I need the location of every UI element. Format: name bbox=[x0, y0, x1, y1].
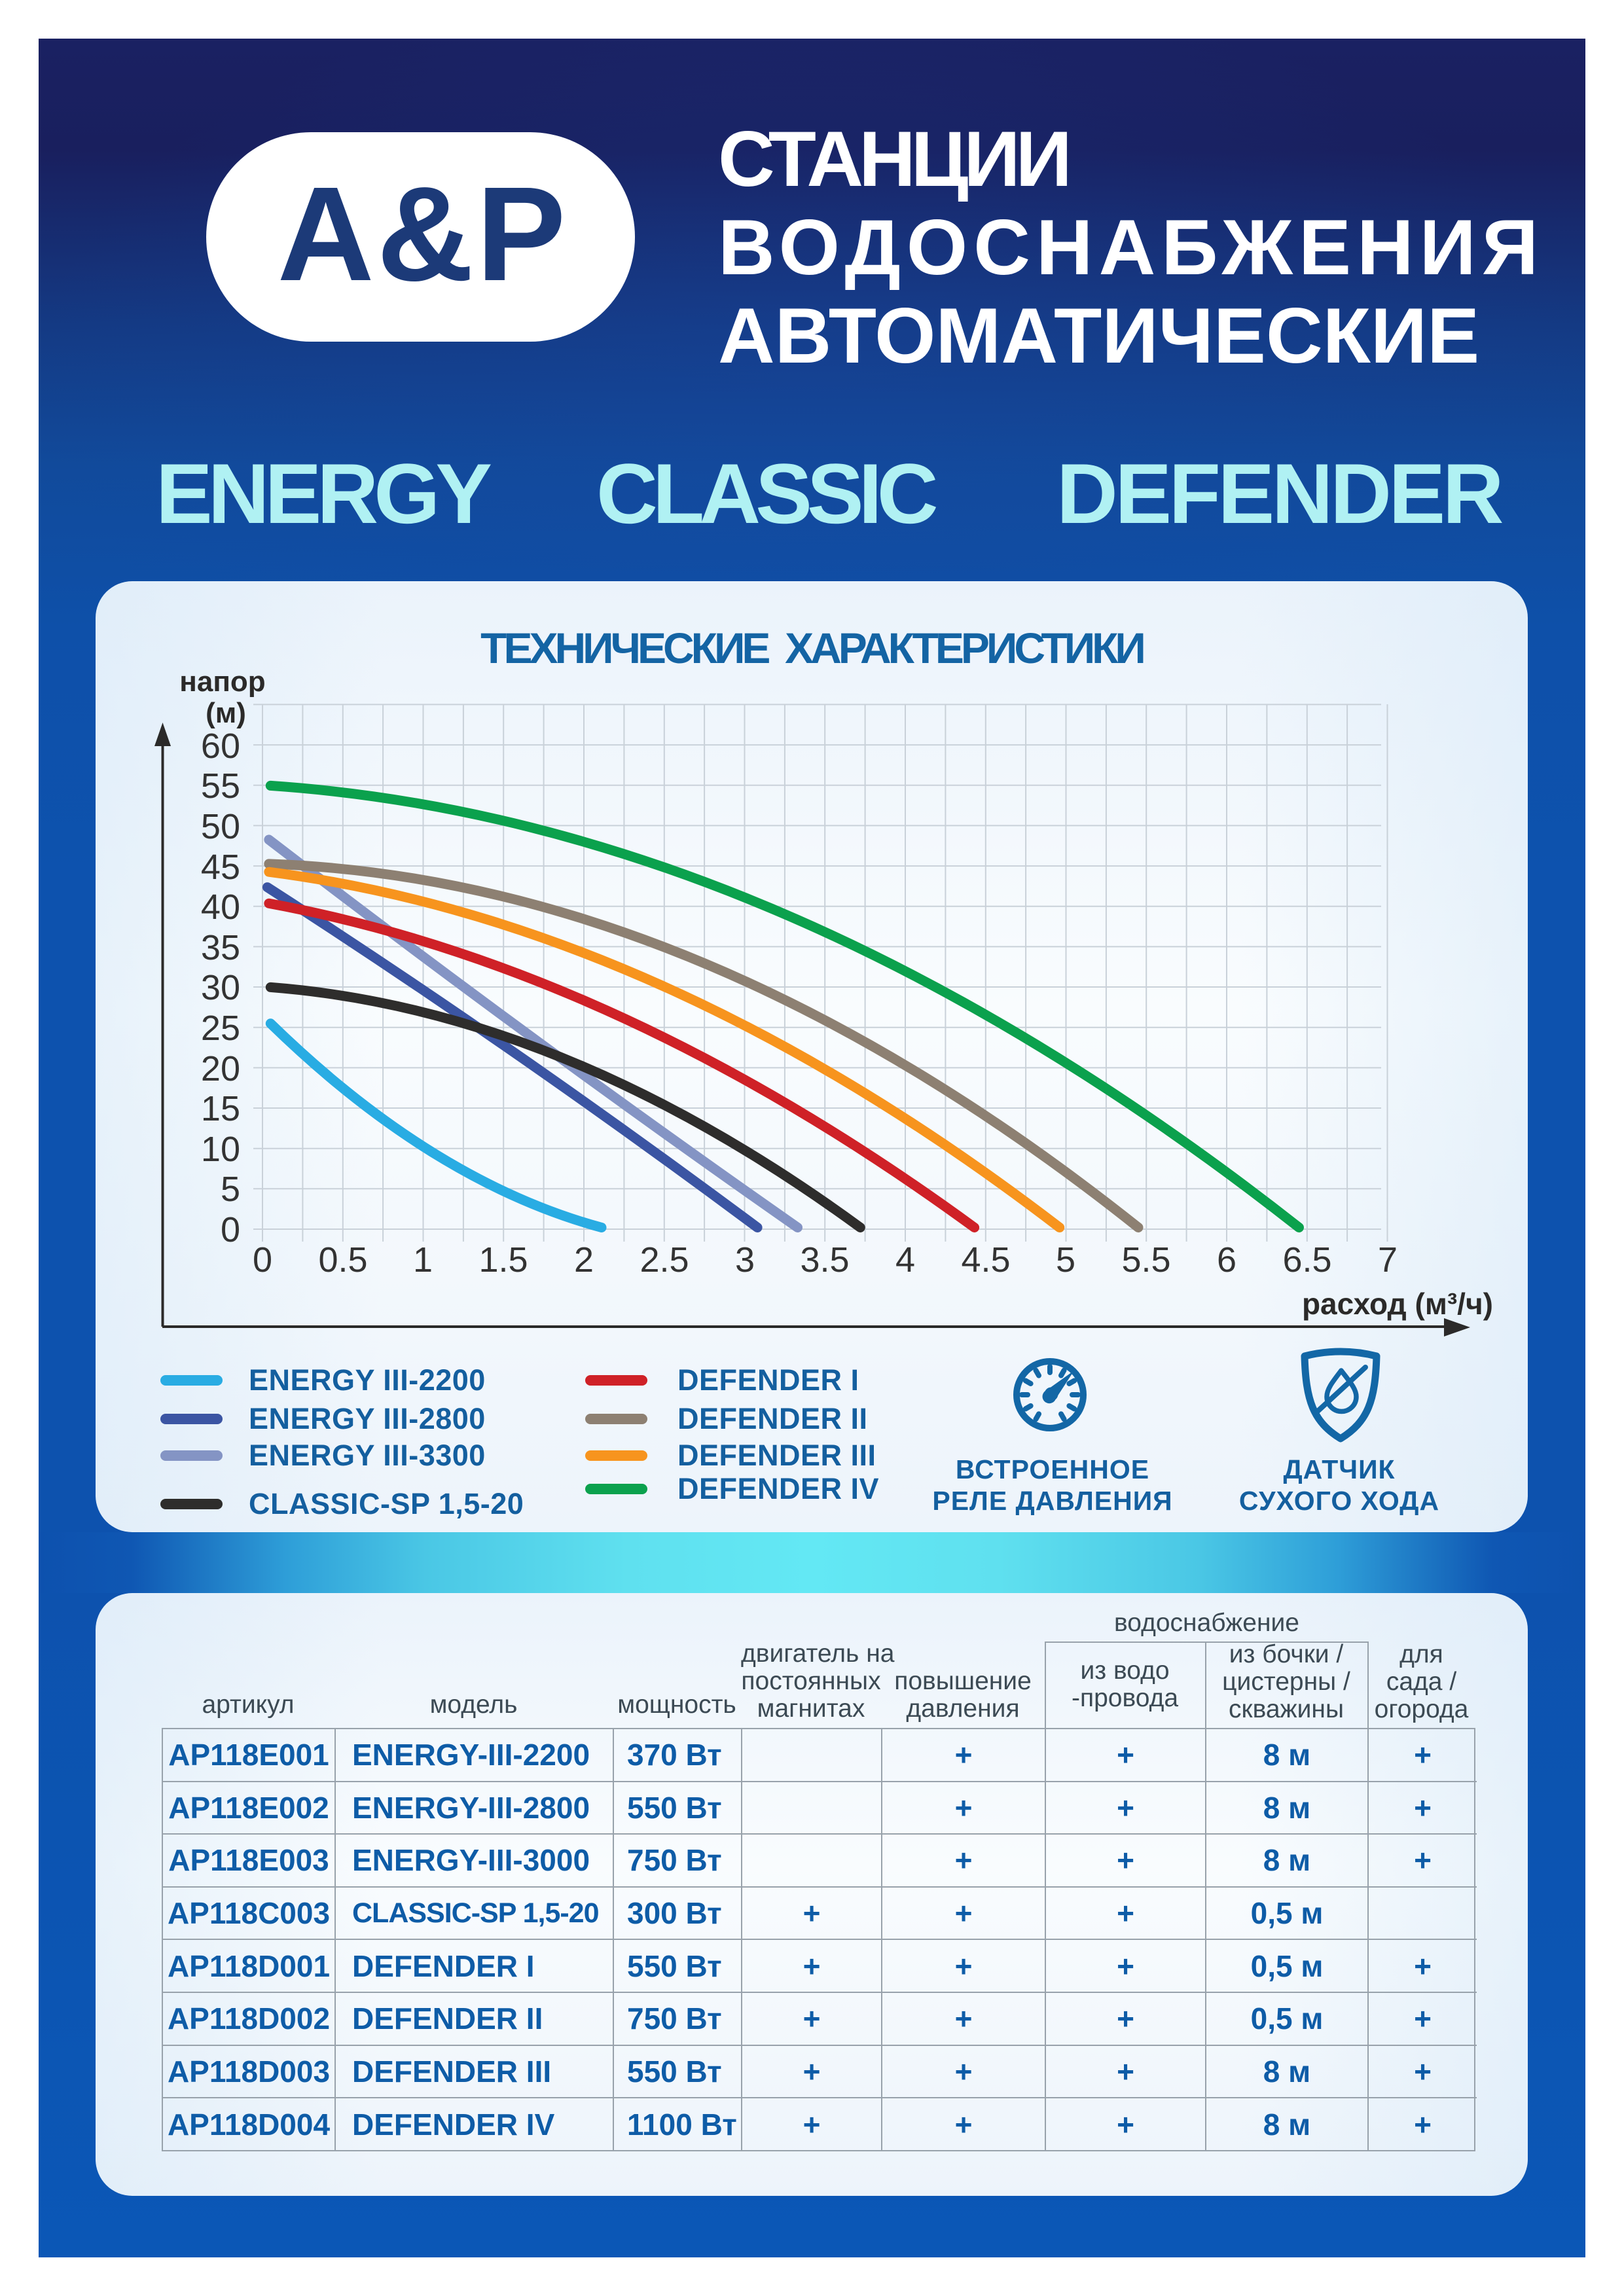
svg-text:60: 60 bbox=[201, 726, 240, 766]
svg-text:3: 3 bbox=[735, 1240, 755, 1280]
svg-text:15: 15 bbox=[201, 1089, 240, 1128]
svg-text:45: 45 bbox=[201, 848, 240, 887]
svg-text:40: 40 bbox=[201, 888, 240, 927]
svg-text:6: 6 bbox=[1217, 1240, 1236, 1280]
svg-text:(м): (м) bbox=[206, 697, 246, 729]
svg-text:5.5: 5.5 bbox=[1121, 1240, 1170, 1280]
svg-text:3.5: 3.5 bbox=[800, 1240, 849, 1280]
svg-text:5: 5 bbox=[221, 1170, 240, 1209]
svg-text:7: 7 bbox=[1378, 1240, 1398, 1280]
svg-text:1: 1 bbox=[413, 1240, 433, 1280]
svg-text:55: 55 bbox=[201, 766, 240, 806]
svg-text:25: 25 bbox=[201, 1009, 240, 1048]
svg-text:20: 20 bbox=[201, 1049, 240, 1088]
svg-text:50: 50 bbox=[201, 807, 240, 846]
svg-text:6.5: 6.5 bbox=[1282, 1240, 1331, 1280]
svg-text:1.5: 1.5 bbox=[478, 1240, 528, 1280]
svg-text:4: 4 bbox=[895, 1240, 915, 1280]
svg-text:4.5: 4.5 bbox=[961, 1240, 1010, 1280]
svg-text:10: 10 bbox=[201, 1130, 240, 1169]
svg-text:напор: напор bbox=[179, 666, 265, 698]
svg-text:0: 0 bbox=[253, 1240, 272, 1280]
svg-text:2: 2 bbox=[574, 1240, 594, 1280]
svg-text:0: 0 bbox=[221, 1210, 240, 1249]
svg-text:35: 35 bbox=[201, 928, 240, 967]
svg-text:расход (м³/ч): расход (м³/ч) bbox=[1302, 1287, 1493, 1321]
svg-text:0.5: 0.5 bbox=[318, 1240, 367, 1280]
svg-text:5: 5 bbox=[1056, 1240, 1075, 1280]
svg-text:2.5: 2.5 bbox=[640, 1240, 689, 1280]
svg-text:30: 30 bbox=[201, 968, 240, 1007]
